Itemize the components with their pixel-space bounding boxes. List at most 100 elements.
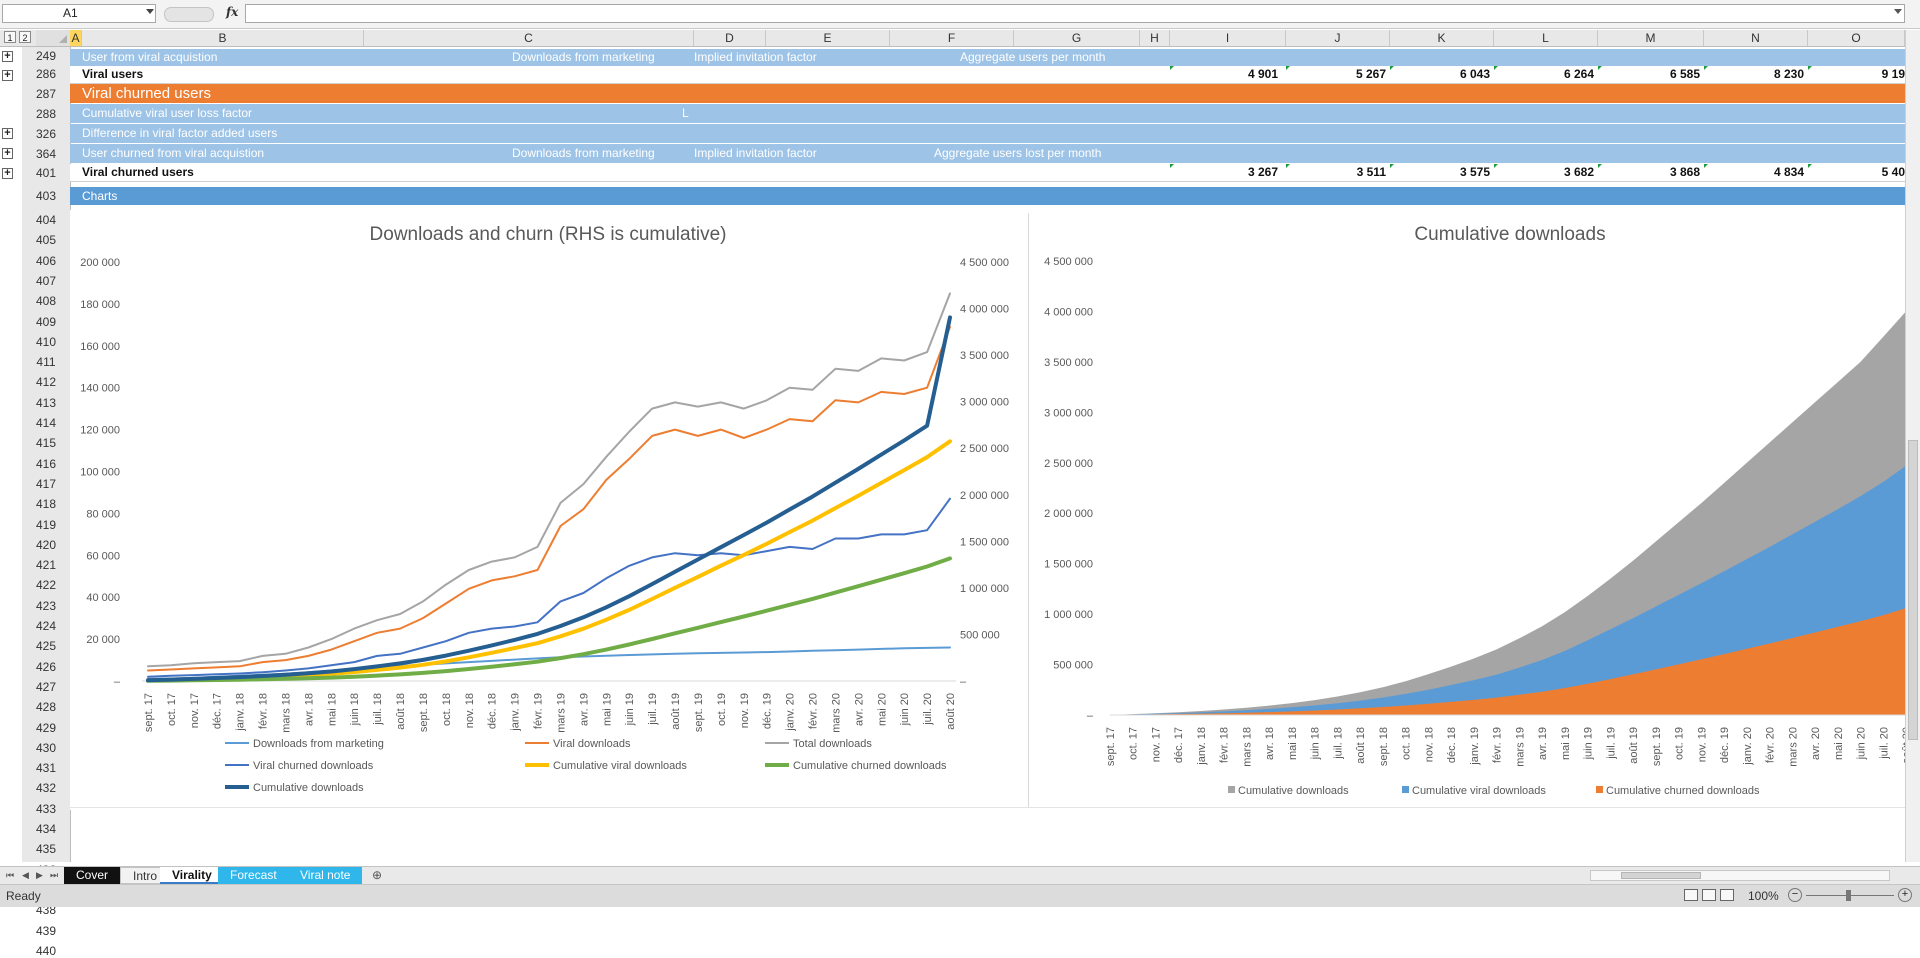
row-number[interactable]: 405 (35, 233, 57, 248)
vertical-scrollbar[interactable] (1905, 30, 1920, 862)
vertical-scroll-thumb[interactable] (1908, 440, 1918, 740)
row-number[interactable]: 411 (36, 355, 56, 370)
row-number[interactable]: 416 (35, 456, 57, 471)
row-number[interactable]: 249 (35, 49, 57, 63)
value-cell[interactable]: 6 043 (1459, 67, 1490, 81)
value-cell[interactable]: 9 19 (1881, 67, 1905, 81)
row-number[interactable]: 364 (35, 147, 57, 161)
row-number[interactable]: 428 (35, 700, 57, 715)
select-all-corner[interactable] (36, 30, 71, 46)
row-number[interactable]: 287 (35, 87, 57, 101)
row-number[interactable]: 412 (35, 375, 57, 390)
value-cell[interactable]: 8 230 (1773, 67, 1804, 81)
tab-forecast[interactable]: Forecast (218, 867, 289, 884)
row-326[interactable]: Difference in viral factor added users (70, 124, 1905, 143)
column-header-i[interactable]: I (1170, 30, 1286, 46)
formula-input[interactable] (245, 4, 1905, 23)
column-header-g[interactable]: G (1014, 30, 1140, 46)
row-number[interactable]: 439 (35, 923, 57, 938)
value-cell[interactable]: 5 40 (1881, 165, 1905, 179)
row-number[interactable]: 408 (35, 294, 57, 309)
column-header-d[interactable]: D (694, 30, 766, 46)
tab-viral-note[interactable]: Viral note (288, 867, 363, 884)
next-sheet-icon[interactable]: ▶ (36, 870, 43, 880)
row-number[interactable]: 426 (35, 659, 57, 674)
tab-virality[interactable]: Virality (160, 867, 224, 884)
row-number[interactable]: 403 (35, 189, 57, 203)
row-number[interactable]: 432 (35, 781, 57, 796)
row-number[interactable]: 414 (35, 416, 57, 430)
value-cell[interactable]: 4 901 (1247, 67, 1278, 81)
name-box[interactable]: A1 (2, 4, 156, 23)
formula-bar-resize-handle[interactable] (164, 7, 214, 22)
column-header-m[interactable]: M (1598, 30, 1704, 46)
row-number[interactable]: 430 (35, 740, 57, 755)
row-401[interactable]: Viral churned users 3 267 3 511 3 575 3 … (70, 164, 1905, 182)
row-364[interactable]: User churned from viral acquistion Downl… (70, 144, 1905, 163)
page-break-view-icon[interactable] (1720, 889, 1734, 901)
expand-group-364-button[interactable]: + (2, 148, 13, 159)
row-number[interactable]: 427 (35, 679, 57, 694)
first-sheet-icon[interactable]: ⏮ (6, 870, 15, 880)
new-sheet-icon[interactable]: ⊕ (372, 868, 383, 882)
row-number[interactable]: 326 (35, 127, 57, 141)
zoom-slider-thumb[interactable] (1846, 890, 1851, 901)
value-cell[interactable]: 4 834 (1773, 165, 1804, 179)
row-249[interactable]: User from viral acquistion Downloads fro… (70, 49, 1905, 66)
row-number[interactable]: 429 (35, 720, 57, 735)
row-number[interactable]: 401 (35, 166, 57, 180)
column-header-j[interactable]: J (1286, 30, 1390, 46)
row-number[interactable]: 433 (35, 801, 57, 816)
row-number[interactable]: 413 (35, 395, 57, 410)
column-header-n[interactable]: N (1704, 30, 1808, 46)
row-number[interactable]: 440 (35, 943, 57, 958)
normal-view-icon[interactable] (1684, 889, 1698, 901)
value-cell[interactable]: 6 264 (1563, 67, 1594, 81)
row-number[interactable]: 424 (35, 619, 57, 633)
zoom-level[interactable]: 100% (1748, 889, 1779, 903)
row-number[interactable]: 410 (35, 334, 57, 349)
name-box-dropdown-icon[interactable] (146, 9, 154, 14)
row-number[interactable]: 422 (35, 578, 57, 593)
column-header-b[interactable]: B (82, 30, 364, 46)
row-number[interactable]: 288 (35, 107, 57, 121)
expand-group-326-button[interactable]: + (2, 128, 13, 139)
column-header-l[interactable]: L (1494, 30, 1598, 46)
value-cell[interactable]: 3 267 (1247, 165, 1278, 179)
row-number[interactable]: 286 (35, 67, 57, 81)
expand-group-401-button[interactable]: + (2, 168, 13, 179)
row-286[interactable]: Viral users 4 901 5 267 6 043 6 264 6 58… (70, 66, 1905, 84)
row-number[interactable]: 407 (35, 273, 57, 288)
row-number[interactable]: 409 (35, 314, 57, 329)
value-cell[interactable]: 5 267 (1355, 67, 1386, 81)
value-cell[interactable]: 3 868 (1669, 165, 1700, 179)
value-cell[interactable]: 6 585 (1669, 67, 1700, 81)
column-header-a[interactable]: A (70, 30, 82, 46)
row-number[interactable]: 418 (35, 497, 57, 512)
row-number[interactable]: 419 (35, 517, 57, 532)
outline-level-1-button[interactable]: 1 (4, 31, 16, 43)
column-header-h[interactable]: H (1140, 30, 1170, 46)
expand-group-249-button[interactable]: + (2, 51, 13, 62)
column-header-f[interactable]: F (890, 30, 1014, 46)
row-403[interactable]: Charts (70, 187, 1905, 205)
column-header-c[interactable]: C (364, 30, 694, 46)
expand-formula-bar-icon[interactable] (1894, 9, 1902, 14)
horizontal-scrollbar[interactable] (1590, 870, 1890, 881)
value-cell[interactable]: 3 682 (1563, 165, 1594, 179)
row-288[interactable]: Cumulative viral user loss factor L (70, 104, 1905, 123)
row-number[interactable]: 435 (35, 842, 57, 857)
row-number[interactable]: 425 (35, 639, 57, 654)
downloads-churn-chart[interactable]: Downloads and churn (RHS is cumulative) –… (70, 210, 1030, 810)
insert-function-icon[interactable]: fx (226, 5, 239, 19)
tab-cover[interactable]: Cover (64, 867, 121, 884)
row-number[interactable]: 420 (35, 537, 57, 552)
row-number[interactable]: 415 (35, 436, 57, 451)
row-number[interactable]: 434 (35, 822, 57, 836)
horizontal-scroll-thumb[interactable] (1621, 872, 1701, 879)
cumulative-downloads-chart[interactable]: Cumulative downloads – 500 000 1 000 000 1 5… (1030, 210, 1913, 810)
row-number[interactable]: 417 (35, 476, 57, 491)
column-header-o[interactable]: O (1808, 30, 1905, 46)
value-cell[interactable]: 3 511 (1356, 165, 1386, 179)
zoom-in-icon[interactable]: + (1898, 888, 1912, 902)
